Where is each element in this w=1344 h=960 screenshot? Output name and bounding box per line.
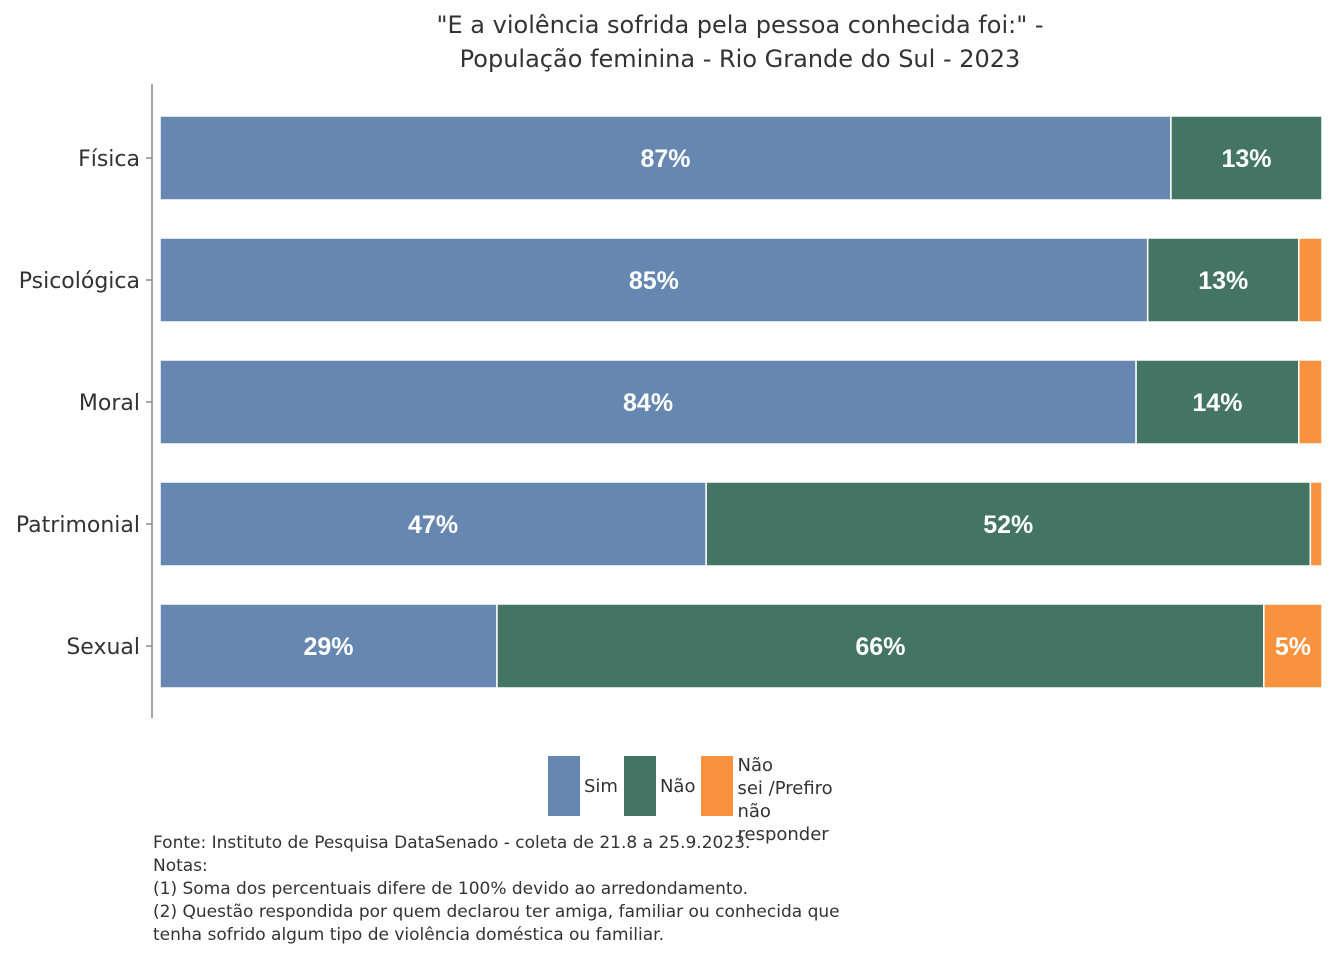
category-label: Moral (79, 391, 140, 416)
bar-segment (1263, 603, 1323, 689)
legend-item-nao: Não (623, 756, 696, 816)
bar-segment (159, 603, 498, 689)
chart-title: "E a violência sofrida pela pessoa conhe… (160, 8, 1320, 76)
bar-segment (1298, 359, 1323, 445)
legend-label-ns-line-2: sei /Prefiro (737, 778, 833, 799)
legend-label-nao: Não (659, 775, 696, 797)
bar-segment (159, 481, 707, 567)
bar-segment (159, 359, 1137, 445)
bar-segment (159, 237, 1149, 323)
bar-segment (1309, 481, 1323, 567)
legend-label-sim: Sim (584, 775, 618, 797)
data-label: 66% (855, 633, 905, 661)
legend-swatch-ns (701, 756, 734, 816)
category-label: Física (78, 147, 140, 172)
stacked-bar-chart: Física 87% 13% Psicológica 85% 13% Moral 84% 14%… (16, 84, 1323, 718)
legend-item-ns: Não sei /Prefiro não responder (701, 754, 867, 846)
data-label: 87% (640, 145, 690, 173)
legend-swatch-sim (548, 756, 580, 816)
category-label: Psicológica (19, 269, 140, 294)
note-2-line-2: tenha sofrido algum tipo de violência do… (153, 925, 664, 945)
bar-segment (159, 115, 1172, 201)
bar-segment (1135, 359, 1300, 445)
legend-item-sim: Sim (548, 756, 618, 816)
data-label: 29% (303, 633, 353, 661)
source-line: Fonte: Instituto de Pesquisa DataSenado … (153, 833, 751, 853)
bar-segment (496, 603, 1265, 689)
note-2-line-1: (2) Questão respondida por quem declarou… (153, 902, 840, 922)
notes-heading: Notas: (153, 856, 208, 876)
data-label: 13% (1198, 267, 1248, 295)
data-label: 5% (1275, 633, 1311, 661)
data-label: 85% (629, 267, 679, 295)
data-label: 52% (983, 511, 1033, 539)
data-label: 14% (1192, 389, 1242, 417)
chart-title-line-1: "E a violência sofrida pela pessoa conhe… (436, 11, 1044, 39)
legend-label-ns-line-3: não responder (737, 801, 829, 845)
data-label: 47% (408, 511, 458, 539)
chart-title-line-2: População feminina - Rio Grande do Sul -… (459, 45, 1021, 73)
legend-label-ns-line-1: Não (737, 755, 773, 776)
category-label: Patrimonial (16, 513, 140, 538)
data-label: 13% (1221, 145, 1271, 173)
legend-label-ns: Não sei /Prefiro não responder (737, 754, 867, 846)
bar-segment (1146, 237, 1300, 323)
source-notes: Fonte: Instituto de Pesquisa DataSenado … (153, 832, 873, 947)
data-label: 84% (623, 389, 673, 417)
note-1: (1) Soma dos percentuais difere de 100% … (153, 879, 749, 899)
bar-segment (1298, 237, 1323, 323)
legend-swatch-nao (623, 756, 656, 816)
category-label: Sexual (66, 635, 140, 660)
bar-segment (1170, 115, 1323, 201)
legend: Sim Não Não sei /Prefiro não responder (548, 754, 873, 846)
